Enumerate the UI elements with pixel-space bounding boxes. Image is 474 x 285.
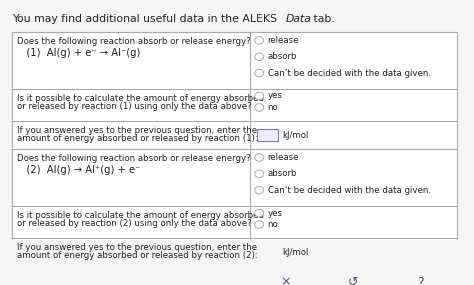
Text: Is it possible to calculate the amount of energy absorbed: Is it possible to calculate the amount o…	[17, 94, 264, 103]
Circle shape	[255, 221, 264, 228]
Text: ↺: ↺	[348, 276, 358, 285]
Circle shape	[255, 92, 264, 100]
Text: yes: yes	[268, 209, 283, 217]
Text: or released by reaction (1) using only the data above?: or released by reaction (1) using only t…	[17, 102, 251, 111]
Text: Data: Data	[286, 13, 311, 24]
Text: absorb: absorb	[268, 169, 297, 178]
Circle shape	[255, 186, 264, 194]
Text: You may find additional useful data in the ALEKS: You may find additional useful data in t…	[12, 13, 280, 24]
Circle shape	[255, 104, 264, 111]
Circle shape	[255, 53, 264, 61]
Text: yes: yes	[268, 91, 283, 101]
Text: kJ/mol: kJ/mol	[283, 248, 309, 257]
Text: Can’t be decided with the data given.: Can’t be decided with the data given.	[268, 186, 430, 195]
Circle shape	[255, 154, 264, 161]
Bar	[257, 246, 279, 258]
Text: If you answered yes to the previous question, enter the: If you answered yes to the previous ques…	[17, 126, 257, 135]
Text: absorb: absorb	[268, 52, 297, 61]
Text: ×: ×	[280, 276, 291, 285]
Text: release: release	[268, 36, 299, 45]
Text: Is it possible to calculate the amount of energy absorbed: Is it possible to calculate the amount o…	[17, 211, 264, 220]
Text: amount of energy absorbed or released by reaction (2):: amount of energy absorbed or released by…	[17, 251, 257, 260]
Circle shape	[255, 37, 264, 44]
Text: Does the following reaction absorb or release energy?: Does the following reaction absorb or re…	[17, 37, 250, 46]
Circle shape	[255, 69, 264, 77]
Text: no: no	[268, 220, 278, 229]
Text: kJ/mol: kJ/mol	[283, 131, 309, 140]
Text: (2)  Al(g) → Al⁺(g) + e⁻: (2) Al(g) → Al⁺(g) + e⁻	[17, 166, 140, 176]
Text: ?: ?	[418, 276, 424, 285]
Text: If you answered yes to the previous question, enter the: If you answered yes to the previous ques…	[17, 243, 257, 253]
Text: (1)  Al(g) + e⁻ → Al⁻(g): (1) Al(g) + e⁻ → Al⁻(g)	[17, 48, 140, 58]
Circle shape	[255, 209, 264, 217]
Bar	[257, 129, 279, 141]
Text: release: release	[268, 153, 299, 162]
Circle shape	[255, 170, 264, 178]
Text: no: no	[268, 103, 278, 112]
Text: amount of energy absorbed or released by reaction (1):: amount of energy absorbed or released by…	[17, 134, 257, 143]
Text: Does the following reaction absorb or release energy?: Does the following reaction absorb or re…	[17, 154, 250, 163]
Text: or released by reaction (2) using only the data above?: or released by reaction (2) using only t…	[17, 219, 251, 228]
FancyBboxPatch shape	[250, 269, 456, 285]
Text: tab.: tab.	[310, 13, 335, 24]
Text: Can’t be decided with the data given.: Can’t be decided with the data given.	[268, 69, 430, 78]
